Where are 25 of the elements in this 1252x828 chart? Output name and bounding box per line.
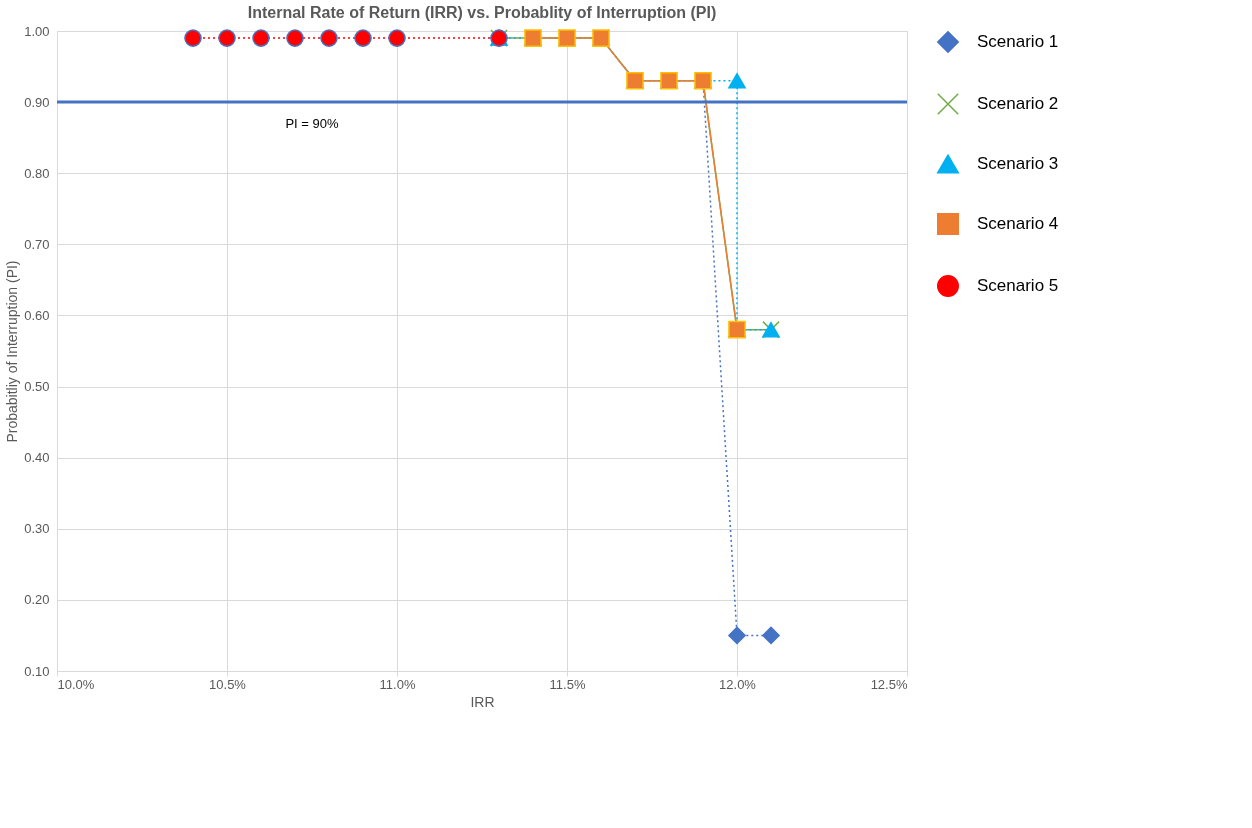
y-tick-label: 0.20 xyxy=(24,592,50,608)
legend-label: Scenario 5 xyxy=(977,276,1059,295)
y-tick-label: 0.70 xyxy=(24,236,50,252)
y-tick-label: 0.90 xyxy=(24,94,50,110)
y-tick-label: 1.00 xyxy=(24,23,50,39)
y-tick-label: 0.10 xyxy=(24,663,50,679)
legend-label: Scenario 4 xyxy=(977,214,1059,233)
ref-line-label: PI = 90% xyxy=(285,116,339,132)
x-tick-label: 11.0% xyxy=(379,676,416,692)
y-tick-label: 0.80 xyxy=(24,165,50,181)
y-tick-label: 0.40 xyxy=(24,450,50,466)
x-tick-label: 12.0% xyxy=(719,676,757,692)
legend-label: Scenario 1 xyxy=(977,32,1059,51)
y-axis-title: Probabitliy of Interruption (PI) xyxy=(4,260,21,443)
x-tick-label: 12.5% xyxy=(870,676,908,692)
x-axis-title: IRR xyxy=(470,693,495,710)
x-tick-label: 11.5% xyxy=(549,676,586,692)
chart-title: Internal Rate of Return (IRR) vs. Probablity of Interruption (PI) xyxy=(247,4,717,21)
y-tick-label: 0.50 xyxy=(24,379,50,395)
legend-label: Scenario 2 xyxy=(977,94,1059,113)
y-tick-label: 0.60 xyxy=(24,307,50,323)
y-tick-label: 0.30 xyxy=(24,521,50,537)
x-tick-label: 10.5% xyxy=(209,676,247,692)
legend-label: Scenario 3 xyxy=(977,154,1059,173)
x-tick-label: 10.0% xyxy=(57,676,95,692)
